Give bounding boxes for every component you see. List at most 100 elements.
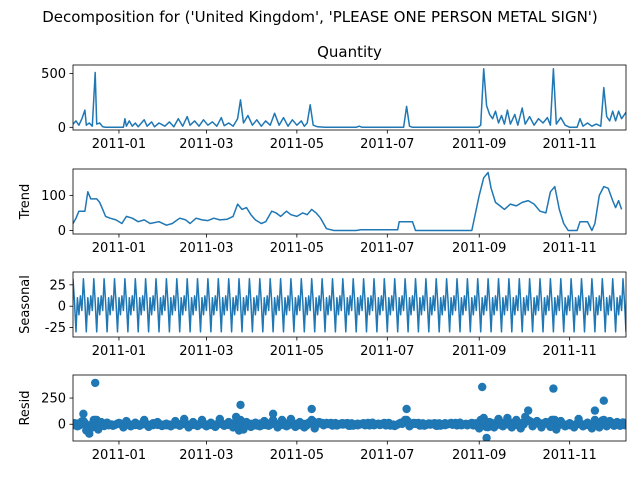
resid-point [524, 406, 533, 415]
resid-point [310, 424, 319, 433]
resid-point [521, 412, 530, 422]
resid-point [286, 414, 296, 424]
resid-point [482, 433, 491, 441]
resid-point [426, 419, 435, 428]
resid-point [264, 421, 273, 430]
resid-point [215, 414, 224, 424]
series-line [73, 171, 623, 232]
series-data [73, 68, 626, 129]
resid-point [390, 421, 399, 430]
y-tick-label: 250 [41, 392, 66, 407]
seasonal-line [73, 278, 626, 333]
resid-point [463, 421, 472, 430]
resid-point [478, 382, 487, 392]
figure-suptitle: Decomposition for ('United Kingdom', 'PL… [42, 8, 598, 26]
resid-point [353, 419, 362, 428]
resid-point [375, 420, 385, 429]
x-tick-label: 2011-07 [360, 448, 414, 463]
resid-point [583, 418, 592, 427]
resid-point [180, 414, 189, 424]
x-tick-label: 2011-01 [92, 448, 146, 463]
y-tick-label: 25 [49, 278, 66, 293]
resid-point [346, 421, 355, 430]
axes-frame [72, 374, 627, 442]
x-tick-label: 2011-03 [179, 241, 233, 256]
resid-point [498, 422, 508, 431]
resid-point [448, 420, 457, 429]
resid-point [193, 421, 202, 430]
resid-point [397, 419, 407, 428]
x-tick-label: 2011-01 [92, 241, 146, 256]
x-tick-label: 2011-01 [92, 344, 146, 359]
resid-point [108, 421, 118, 430]
x-tick-label: 2011-09 [452, 448, 506, 463]
x-tick-label: 2011-11 [542, 137, 596, 152]
resid-point [383, 419, 392, 428]
resid-point [282, 422, 291, 431]
resid-point [489, 423, 499, 432]
resid-point [532, 416, 542, 426]
y-axis-label: Seasonal [18, 275, 33, 334]
panel-1: Quantity 0 500 2011-01 2011-03 2011-05 2011-07… [41, 43, 627, 152]
x-tick-label: 2011-05 [270, 137, 324, 152]
resid-point [507, 423, 516, 432]
series-data [73, 378, 626, 441]
resid-point [621, 419, 626, 428]
y-tick-label: 0 [58, 121, 66, 136]
resid-point [479, 413, 488, 423]
y-tick-label: 0 [58, 224, 66, 239]
resid-point [91, 378, 100, 388]
x-tick-label: 2011-07 [360, 241, 414, 256]
resid-point [587, 424, 597, 433]
y-tick-label: 100 [41, 189, 66, 204]
series-data [73, 278, 626, 333]
resid-point [455, 419, 465, 428]
y-tick-label: -25 [45, 321, 66, 336]
resid-point [599, 396, 608, 405]
panel-4: Resid 0 250 2011-01 2011-03 2011-05 2011-07 201… [18, 374, 627, 463]
resid-point [85, 429, 94, 438]
resid-point [475, 424, 484, 433]
x-tick-label: 2011-05 [270, 448, 324, 463]
axes-frame [72, 271, 627, 338]
resid-point [277, 415, 287, 425]
resid-point [402, 404, 411, 414]
resid-point [236, 400, 245, 410]
resid-point [119, 423, 128, 432]
resid-point [368, 419, 377, 428]
y-axis-label: Resid [18, 390, 33, 425]
resid-point [239, 425, 248, 434]
resid-point [418, 421, 428, 430]
resid-point [411, 419, 420, 428]
y-axis-label: Trend [18, 184, 33, 221]
resid-point [175, 421, 184, 430]
resid-point [211, 422, 220, 432]
resid-point [595, 423, 604, 432]
resid-point [549, 384, 558, 393]
x-tick-label: 2011-09 [452, 137, 506, 152]
resid-point [273, 423, 282, 432]
resid-point [268, 409, 278, 418]
resid-point [494, 414, 503, 424]
resid-point [590, 406, 600, 415]
series-line [73, 68, 626, 129]
x-tick-label: 2011-09 [452, 344, 506, 359]
x-tick-label: 2011-07 [360, 344, 414, 359]
x-tick-label: 2011-11 [542, 241, 596, 256]
x-tick-label: 2011-11 [542, 448, 596, 463]
resid-point [574, 414, 583, 424]
panel-title: Quantity [317, 43, 382, 61]
resid-point [433, 421, 442, 430]
x-tick-label: 2011-05 [270, 344, 324, 359]
y-tick-label: 0 [58, 300, 66, 315]
resid-point [569, 423, 579, 432]
resid-point [76, 419, 85, 428]
x-tick-label: 2011-11 [542, 344, 596, 359]
x-tick-label: 2011-03 [179, 137, 233, 152]
resid-point [329, 420, 339, 429]
x-tick-label: 2011-01 [92, 137, 146, 152]
resid-point [440, 419, 450, 428]
resid-point [338, 419, 347, 428]
panel-3: Seasonal -25 0 25 2011-01 2011-03 2011-05 2011-… [18, 271, 627, 359]
